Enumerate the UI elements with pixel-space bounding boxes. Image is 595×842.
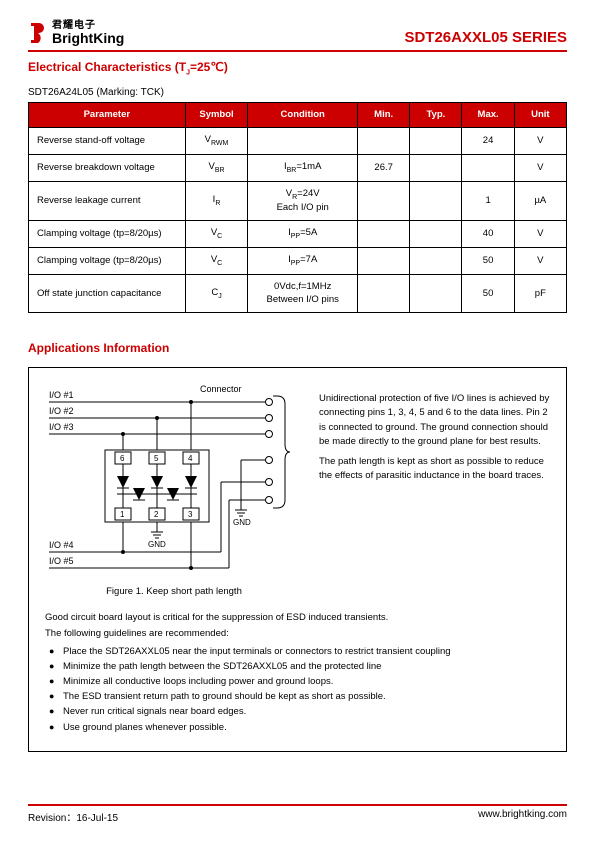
cell-max: 40	[462, 221, 514, 248]
svg-text:4: 4	[188, 454, 193, 463]
cell-symbol: VC	[185, 221, 248, 248]
app-box: Connector GND	[28, 367, 567, 752]
cell-condition: 0Vdc,f=1MHzBetween I/O pins	[248, 275, 358, 313]
cell-condition	[248, 128, 358, 155]
table-row: Clamping voltage (tp=8/20µs)VCIPP=5A 40V	[29, 221, 567, 248]
bullet-item: Never run critical signals near board ed…	[49, 704, 550, 719]
cell-condition: IPP=7A	[248, 248, 358, 275]
cell-symbol: VBR	[185, 155, 248, 182]
desc-p1: Unidirectional protection of five I/O li…	[319, 392, 550, 449]
cell-min: 26.7	[358, 155, 410, 182]
cell-min	[358, 128, 410, 155]
bullet-item: Use ground planes whenever possible.	[49, 720, 550, 735]
cell-typ	[410, 248, 462, 275]
footer-url: www.brightking.com	[478, 809, 567, 824]
cell-max: 50	[462, 248, 514, 275]
cell-unit: pF	[514, 275, 566, 313]
description-column: Unidirectional protection of five I/O li…	[319, 382, 550, 597]
svg-text:3: 3	[188, 510, 193, 519]
cell-typ	[410, 128, 462, 155]
elec-table: Parameter Symbol Condition Min. Typ. Max…	[28, 102, 567, 313]
cell-unit: V	[514, 248, 566, 275]
cell-unit: V	[514, 155, 566, 182]
th-max: Max.	[462, 102, 514, 127]
table-header-row: Parameter Symbol Condition Min. Typ. Max…	[29, 102, 567, 127]
diagram-column: Connector GND	[45, 382, 303, 597]
logo-block: 君耀电子 BrightKing	[28, 20, 124, 46]
guide-intro1: Good circuit board layout is critical fo…	[45, 611, 550, 625]
th-parameter: Parameter	[29, 102, 186, 127]
bullet-item: Minimize the path length between the SDT…	[49, 659, 550, 674]
cell-max: 50	[462, 275, 514, 313]
cell-condition: IBR=1mA	[248, 155, 358, 182]
table-row: Clamping voltage (tp=8/20µs)VCIPP=7A 50V	[29, 248, 567, 275]
svg-text:Connector: Connector	[200, 384, 242, 394]
cell-min	[358, 182, 410, 221]
series-title: SDT26AXXL05 SERIES	[404, 29, 567, 46]
th-min: Min.	[358, 102, 410, 127]
logo-en-text: BrightKing	[52, 31, 124, 46]
desc-p2: The path length is kept as short as poss…	[319, 455, 550, 484]
cell-condition: IPP=5A	[248, 221, 358, 248]
elec-subheading: SDT26A24L05 (Marking: TCK)	[28, 87, 567, 98]
bullet-item: Place the SDT26AXXL05 near the input ter…	[49, 644, 550, 659]
guide-intro2: The following guidelines are recommended…	[45, 627, 550, 641]
svg-text:I/O #3: I/O #3	[49, 422, 74, 432]
svg-text:6: 6	[120, 454, 125, 463]
figure-caption: Figure 1. Keep short path length	[45, 586, 303, 597]
svg-text:GND: GND	[233, 518, 251, 527]
circuit-diagram: Connector GND	[45, 382, 303, 582]
cell-param: Clamping voltage (tp=8/20µs)	[29, 248, 186, 275]
cell-min	[358, 248, 410, 275]
th-symbol: Symbol	[185, 102, 248, 127]
th-typ: Typ.	[410, 102, 462, 127]
table-row: Reverse stand-off voltageVRWM 24V	[29, 128, 567, 155]
bullet-item: The ESD transient return path to ground …	[49, 689, 550, 704]
svg-text:2: 2	[154, 510, 159, 519]
cell-param: Off state junction capacitance	[29, 275, 186, 313]
cell-unit: V	[514, 128, 566, 155]
cell-min	[358, 275, 410, 313]
brightking-logo-icon	[28, 22, 48, 44]
cell-param: Clamping voltage (tp=8/20µs)	[29, 221, 186, 248]
cell-unit: V	[514, 221, 566, 248]
cell-condition: VR=24VEach I/O pin	[248, 182, 358, 221]
cell-param: Reverse breakdown voltage	[29, 155, 186, 182]
cell-param: Reverse stand-off voltage	[29, 128, 186, 155]
svg-text:1: 1	[120, 510, 125, 519]
svg-text:I/O #4: I/O #4	[49, 540, 74, 550]
svg-text:GND: GND	[148, 540, 166, 549]
revision-text: Revision：16-Jul-15	[28, 809, 118, 824]
table-row: Off state junction capacitanceCJ0Vdc,f=1…	[29, 275, 567, 313]
cell-typ	[410, 155, 462, 182]
th-condition: Condition	[248, 102, 358, 127]
svg-text:5: 5	[154, 454, 159, 463]
svg-text:I/O #2: I/O #2	[49, 406, 74, 416]
cell-max: 24	[462, 128, 514, 155]
cell-unit: µA	[514, 182, 566, 221]
svg-text:I/O #1: I/O #1	[49, 390, 74, 400]
page-header: 君耀电子 BrightKing SDT26AXXL05 SERIES	[28, 20, 567, 52]
cell-param: Reverse leakage current	[29, 182, 186, 221]
cell-symbol: VC	[185, 248, 248, 275]
table-row: Reverse leakage currentIRVR=24VEach I/O …	[29, 182, 567, 221]
cell-symbol: CJ	[185, 275, 248, 313]
guidelines: Good circuit board layout is critical fo…	[45, 611, 550, 735]
cell-max: 1	[462, 182, 514, 221]
elec-title: Electrical Characteristics (TJ=25℃)	[28, 60, 567, 76]
bullet-item: Minimize all conductive loops including …	[49, 674, 550, 689]
table-row: Reverse breakdown voltageVBRIBR=1mA26.7 V	[29, 155, 567, 182]
th-unit: Unit	[514, 102, 566, 127]
cell-typ	[410, 275, 462, 313]
cell-symbol: IR	[185, 182, 248, 221]
cell-min	[358, 221, 410, 248]
bullet-list: Place the SDT26AXXL05 near the input ter…	[45, 644, 550, 735]
svg-text:I/O #5: I/O #5	[49, 556, 74, 566]
cell-typ	[410, 221, 462, 248]
page-footer: Revision：16-Jul-15 www.brightking.com	[28, 804, 567, 824]
cell-max	[462, 155, 514, 182]
cell-symbol: VRWM	[185, 128, 248, 155]
app-title: Applications Information	[28, 341, 567, 355]
cell-typ	[410, 182, 462, 221]
